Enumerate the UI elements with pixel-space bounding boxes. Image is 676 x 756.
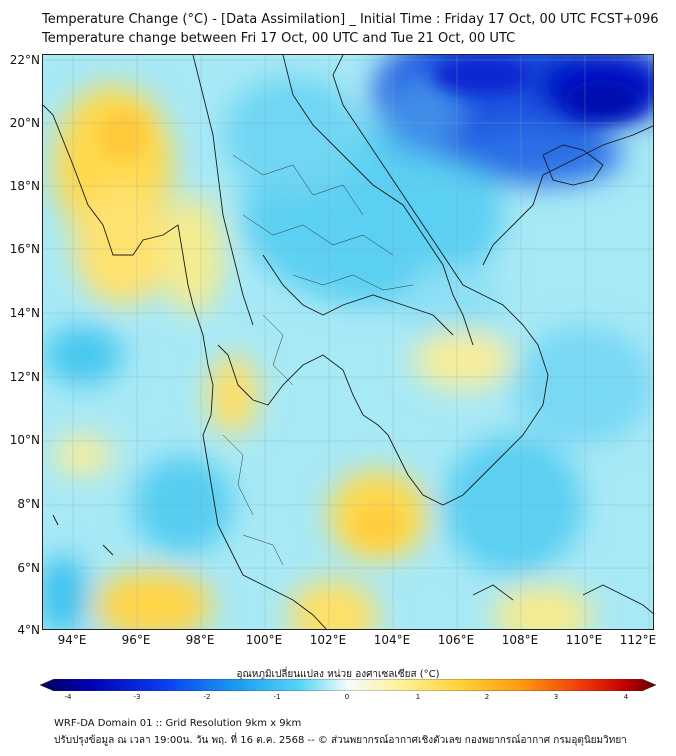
lon-tick: 100°E — [245, 633, 283, 647]
province-borders — [222, 154, 414, 566]
lat-tick: 22°N — [9, 53, 40, 67]
lat-tick: 18°N — [9, 179, 40, 193]
colorbar-tick: -1 — [273, 693, 281, 701]
lat-tick: 4°N — [17, 623, 40, 637]
colorbar-label: อุณหภูมิเปลี่ยนแปลง หน่วย องศาเซลเซียส (… — [236, 669, 440, 680]
colorbar-tick: 4 — [623, 693, 629, 701]
field-detail — [98, 55, 643, 545]
colorbar-tick: -3 — [133, 693, 141, 701]
colorbar-tick: -2 — [203, 693, 211, 701]
lon-tick: 106°E — [437, 633, 475, 647]
lon-tick: 94°E — [57, 633, 87, 647]
lon-tick: 110°E — [565, 633, 603, 647]
lon-tick: 102°E — [309, 633, 347, 647]
colorbar-tick: 2 — [484, 693, 490, 701]
lat-tick: 20°N — [9, 116, 40, 130]
colorbar — [40, 679, 656, 691]
map-subtitle: Temperature change between Fri 17 Oct, 0… — [42, 31, 516, 46]
lat-tick: 12°N — [9, 370, 40, 384]
lat-tick: 14°N — [9, 306, 40, 320]
colorbar-tick: 0 — [344, 693, 350, 701]
lon-tick: 96°E — [121, 633, 151, 647]
lat-tick: 16°N — [9, 242, 40, 256]
colorbar-tick: 1 — [415, 693, 421, 701]
lat-tick: 6°N — [17, 561, 40, 575]
lon-tick: 98°E — [185, 633, 215, 647]
graticule — [43, 55, 653, 629]
temperature-field — [43, 55, 653, 629]
coastlines — [43, 55, 653, 629]
lon-tick: 104°E — [373, 633, 411, 647]
colorbar-tick: -4 — [64, 693, 72, 701]
map-canvas — [43, 55, 653, 629]
lat-tick: 8°N — [17, 497, 40, 511]
lon-tick: 108°E — [501, 633, 539, 647]
lon-tick: 112°E — [619, 633, 657, 647]
map-title: Temperature Change (°C) - [Data Assimila… — [42, 12, 659, 27]
update-credit: ปรับปรุงข้อมูล ณ เวลา 19:00น. วัน พฤ. ที… — [54, 735, 627, 746]
model-info: WRF-DA Domain 01 :: Grid Resolution 9km … — [54, 718, 302, 729]
temperature-change-map — [42, 54, 654, 630]
lat-tick: 10°N — [9, 433, 40, 447]
colorbar-tick: 3 — [553, 693, 559, 701]
